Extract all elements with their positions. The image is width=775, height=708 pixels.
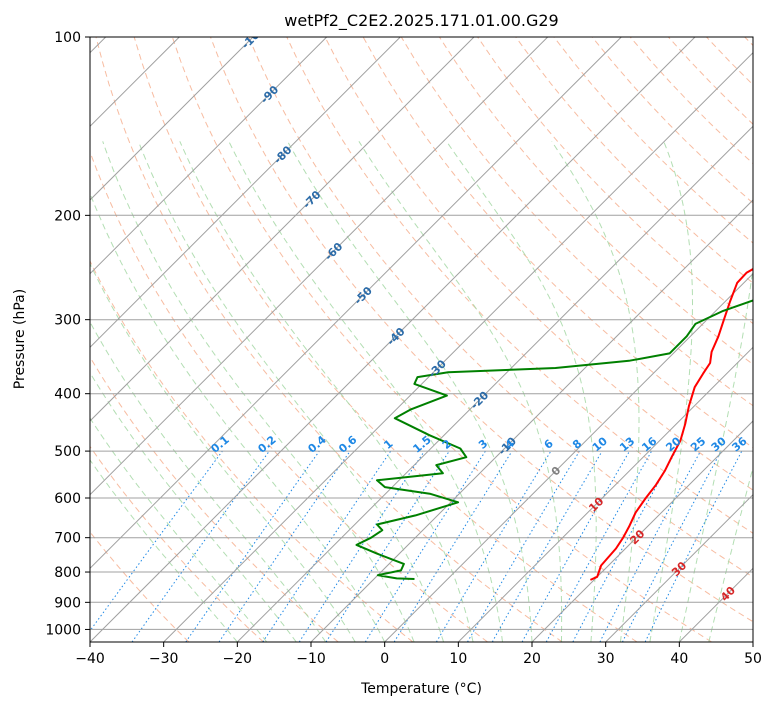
mixing-ratio-line bbox=[467, 450, 580, 642]
dry-adiabat-line bbox=[553, 37, 753, 244]
mixing-ratio-label: 0.1 bbox=[209, 433, 232, 455]
dry-adiabat-line bbox=[90, 531, 190, 642]
mixing-ratio-label: 8 bbox=[570, 437, 584, 452]
isotherm-grid bbox=[90, 37, 753, 642]
y-tick-label: 500 bbox=[54, 444, 81, 460]
y-tick-label: 200 bbox=[54, 208, 81, 224]
dry-adiabat-line bbox=[95, 37, 563, 642]
x-tick-label: 20 bbox=[523, 651, 541, 667]
dry-adiabat-line bbox=[744, 37, 753, 47]
mixing-ratio-line bbox=[262, 450, 392, 642]
dry-adiabats bbox=[90, 37, 753, 642]
y-tick-label: 900 bbox=[54, 595, 81, 611]
isotherm-line bbox=[90, 37, 328, 275]
x-tick-label: −40 bbox=[75, 651, 105, 667]
mixing-ratio-label: 0.6 bbox=[336, 433, 360, 456]
y-tick-label: 100 bbox=[54, 30, 81, 46]
x-tick-label: 30 bbox=[597, 651, 615, 667]
temperature-profile-line bbox=[589, 267, 753, 581]
y-tick-label: 1000 bbox=[45, 622, 81, 638]
x-tick-label: 0 bbox=[380, 651, 389, 667]
mixing-ratio-line bbox=[393, 450, 513, 642]
mixing-ratio-line bbox=[90, 450, 223, 632]
isotherm-line bbox=[90, 37, 696, 642]
isotherm-line bbox=[384, 272, 753, 642]
isotherm-line bbox=[90, 37, 401, 349]
mixing-ratio-line bbox=[599, 450, 701, 642]
mixing-ratio-label: 3 bbox=[476, 437, 490, 452]
isotherm-line bbox=[163, 51, 753, 642]
mixing-ratio-line bbox=[185, 450, 320, 642]
isotherm-line bbox=[236, 125, 753, 642]
isotherm-line bbox=[605, 493, 753, 642]
moist-adiabat-line bbox=[708, 465, 753, 642]
x-tick-label: −30 bbox=[149, 651, 179, 667]
isotherm-label: -80 bbox=[271, 143, 294, 166]
y-tick-label: 800 bbox=[54, 565, 81, 581]
mixing-ratio-line bbox=[131, 450, 270, 642]
dry-adiabat-line bbox=[90, 356, 339, 642]
mixing-ratio-labels: 0.1 0.2 0.4 0.6 1 1.5 2 3 4 6 8 10 13 16 20 25 30 36 bbox=[209, 433, 750, 456]
isotherm-line bbox=[457, 346, 753, 642]
mixing-ratio-label: 6 bbox=[542, 437, 556, 452]
y-tick-label: 700 bbox=[54, 531, 81, 547]
dry-adiabat-line bbox=[90, 259, 414, 642]
x-tick-label: 10 bbox=[449, 651, 467, 667]
mixing-ratio-line bbox=[572, 450, 677, 642]
isotherm-line bbox=[90, 37, 549, 496]
moist-adiabat-line bbox=[179, 141, 474, 642]
y-tick-label: 300 bbox=[54, 313, 81, 329]
isotherm-line bbox=[90, 37, 475, 422]
mixing-ratio-line bbox=[325, 450, 450, 642]
dry-adiabat-line bbox=[90, 445, 264, 642]
mixing-ratio-label: 0.4 bbox=[305, 433, 329, 456]
isotherm-line bbox=[752, 641, 753, 642]
dry-adiabat-line bbox=[248, 37, 753, 578]
dry-adiabat-line bbox=[133, 37, 638, 642]
moist-adiabat-line bbox=[90, 371, 297, 642]
moist-adiabat-line bbox=[137, 141, 445, 642]
dry-adiabat-line bbox=[515, 37, 753, 284]
background-lines bbox=[90, 37, 753, 642]
dry-adiabat-line bbox=[90, 150, 488, 642]
mixing-ratio-line bbox=[298, 450, 425, 642]
x-tick-label: 40 bbox=[670, 651, 688, 667]
moist-adiabat-line bbox=[678, 263, 753, 642]
mixing-ratio-line bbox=[545, 450, 653, 642]
dry-adiabat-line bbox=[210, 37, 753, 623]
y-tick-label: 400 bbox=[54, 387, 81, 403]
isotherm-line bbox=[90, 37, 622, 570]
mixing-ratio-lines bbox=[90, 450, 743, 642]
isotherm-line bbox=[310, 199, 753, 642]
y-axis: 100 200 300 400 500 600 700 800 900 1000 bbox=[45, 30, 90, 638]
chart-title: wetPf2_C2E2.2025.171.01.00.G29 bbox=[284, 11, 558, 31]
y-tick-label: 600 bbox=[54, 491, 81, 507]
x-tick-label: −10 bbox=[296, 651, 326, 667]
dry-adiabat-line bbox=[324, 37, 753, 491]
moist-adiabat-line bbox=[446, 141, 597, 642]
mixing-ratio-line bbox=[521, 450, 630, 642]
x-axis: −40 −30 −20 −10 0 10 20 30 40 50 bbox=[75, 642, 762, 667]
isotherm-line bbox=[90, 37, 254, 201]
plot-frame bbox=[89, 36, 754, 643]
x-tick-label: 50 bbox=[744, 651, 762, 667]
isotherm-line bbox=[678, 567, 753, 642]
y-axis-label: Pressure (hPa) bbox=[12, 289, 28, 389]
x-tick-label: −20 bbox=[223, 651, 253, 667]
moist-adiabat-line bbox=[102, 141, 415, 642]
dry-adiabat-line bbox=[171, 37, 712, 642]
x-axis-label: Temperature (°C) bbox=[360, 681, 482, 697]
isotherm-line bbox=[531, 420, 753, 642]
mixing-ratio-line bbox=[218, 450, 351, 642]
isobar-grid bbox=[90, 37, 753, 630]
dry-adiabat-line bbox=[286, 37, 753, 534]
mixing-ratio-label: 2 bbox=[440, 437, 454, 452]
dewpoint-profile-line bbox=[355, 299, 753, 580]
mixing-ratio-line bbox=[644, 450, 743, 642]
profile-lines bbox=[355, 267, 753, 581]
